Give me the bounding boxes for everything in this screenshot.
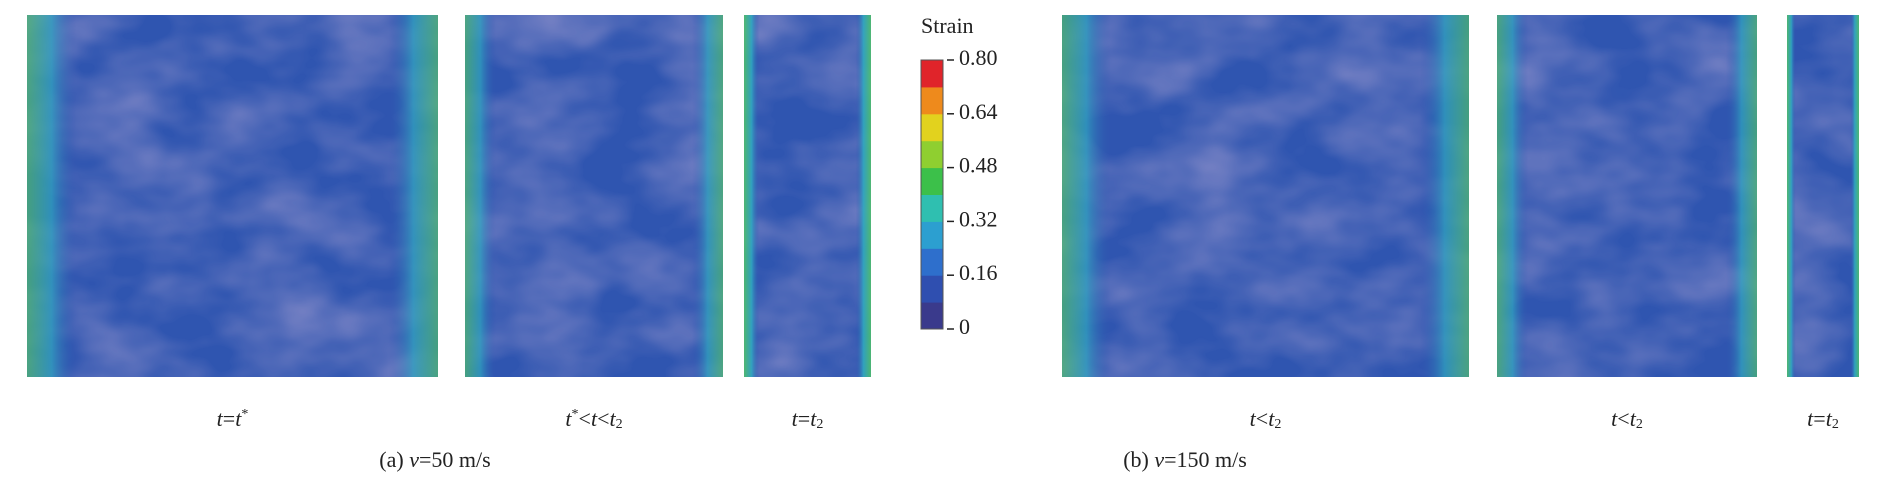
colorbar-title: Strain [921, 13, 974, 38]
panel-edge [1062, 15, 1469, 377]
panel-edge [27, 15, 438, 377]
subscript: 2 [1274, 417, 1281, 432]
colorbar-tick-label: 0.80 [959, 45, 998, 70]
caption: t=t2 [792, 406, 824, 432]
caption-text: t [1268, 406, 1275, 431]
strain-panel [1787, 15, 1859, 377]
colorbar-band [921, 248, 943, 276]
caption-text: t [565, 406, 572, 431]
caption-text: t [591, 406, 598, 431]
caption-text: t [1807, 406, 1814, 431]
superscript: * [241, 407, 248, 422]
colorbar-tick-label: 0 [959, 314, 970, 339]
caption-text: < [1256, 406, 1268, 431]
colorbar-tick-label: 0.16 [959, 260, 998, 285]
caption: t*<t<t2 [565, 406, 622, 432]
panel-edge [744, 15, 871, 377]
caption-text: =150 m/s [1164, 447, 1247, 472]
caption-text: t [1630, 406, 1637, 431]
caption: t<t2 [1611, 406, 1643, 432]
strain-panel [465, 15, 723, 377]
caption-text: t [235, 406, 242, 431]
colorbar-band [921, 167, 943, 195]
caption: t=t2 [1807, 406, 1839, 432]
subscript: 2 [1636, 417, 1643, 432]
caption-text: =50 m/s [419, 447, 491, 472]
colorbar-band [921, 302, 943, 330]
caption: (a) v=50 m/s [379, 447, 490, 472]
panel-edge [1787, 15, 1859, 377]
panel-edge [465, 15, 723, 377]
caption-text: (b) [1123, 447, 1154, 472]
colorbar-tick-label: 0.32 [959, 206, 998, 231]
strain-panel [27, 15, 438, 377]
strain-panel [1062, 15, 1469, 377]
caption-text: t [1826, 406, 1833, 431]
caption-text: t [217, 406, 224, 431]
caption-text: < [1617, 406, 1629, 431]
caption-text: < [597, 406, 609, 431]
caption-text: v [1154, 447, 1164, 472]
colorbar-band [921, 86, 943, 115]
caption: t<t2 [1250, 406, 1282, 432]
strain-panel [744, 15, 871, 377]
colorbar-tick-label: 0.64 [959, 99, 998, 124]
caption-text: = [798, 406, 810, 431]
panel-edge [1497, 15, 1757, 377]
colorbar-band [921, 113, 943, 142]
colorbar-frame [920, 59, 944, 330]
colorbar-band [921, 275, 943, 303]
colorbar-band [921, 221, 943, 249]
strain-panel [1497, 15, 1757, 377]
caption: (b) v=150 m/s [1123, 447, 1247, 472]
caption-text: t [1250, 406, 1257, 431]
caption-text: = [1813, 406, 1825, 431]
caption-text: = [223, 406, 235, 431]
caption-text: (a) [379, 447, 409, 472]
caption-text: < [579, 406, 591, 431]
subscript: 2 [616, 417, 623, 432]
caption-text: t [609, 406, 616, 431]
subscript: 2 [1832, 417, 1839, 432]
subscript: 2 [816, 417, 823, 432]
caption-text: t [792, 406, 799, 431]
superscript: * [572, 407, 579, 422]
caption-text: v [409, 447, 419, 472]
caption-text: t [1611, 406, 1618, 431]
colorbar-band [921, 140, 943, 169]
colorbar-tick-label: 0.48 [959, 153, 998, 178]
caption-text: t [810, 406, 817, 431]
colorbar-band [921, 60, 943, 88]
colorbar-band [921, 194, 943, 222]
caption: t=t* [217, 406, 249, 431]
